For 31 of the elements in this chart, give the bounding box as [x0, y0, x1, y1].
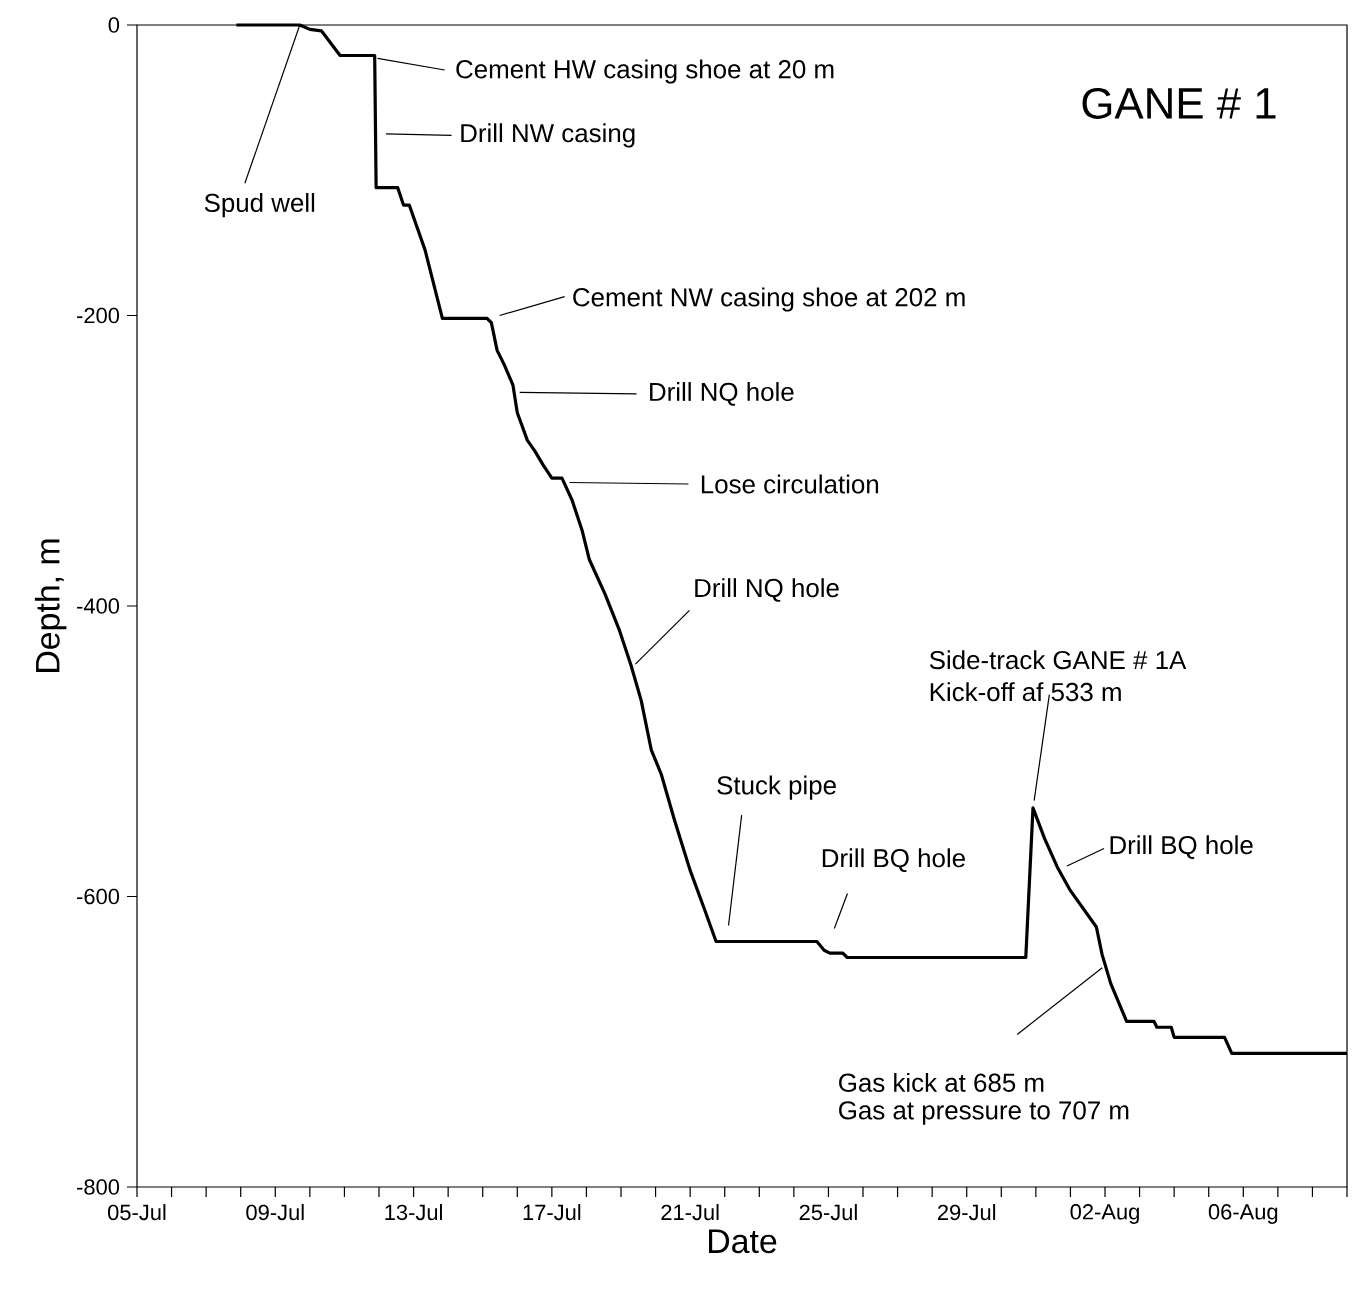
- y-tick-label: -400: [77, 598, 120, 614]
- annotation: Cement NW casing shoe at 202 m: [573, 287, 965, 312]
- y-tick-label: 0: [108, 17, 120, 33]
- annotation: Drill BQ hole: [1110, 835, 1253, 859]
- y-tick-label: -600: [77, 888, 120, 905]
- annotation: Gas at pressure to 707 m: [839, 1101, 1129, 1125]
- annotation: Drill NW casing: [461, 123, 635, 148]
- annotation: Drill NQ hole: [650, 382, 794, 406]
- text: GANE # 1: [1082, 87, 1276, 119]
- x-tick-label: 21-Jul: [661, 1204, 719, 1221]
- y-tick-label: -200: [77, 307, 120, 324]
- x-tick-label: 17-Jul: [523, 1204, 581, 1221]
- annotation: Stuck pipe: [717, 775, 836, 800]
- x-tick-label: 02-Aug: [1070, 1204, 1139, 1224]
- y-tick-label: -800: [77, 1179, 120, 1195]
- annotation: Drill BQ hole: [822, 848, 965, 873]
- x-axis-title: Date: [709, 1229, 777, 1254]
- x-tick-label: 09-Jul: [246, 1204, 304, 1221]
- x-tick-label: 13-Jul: [385, 1204, 442, 1221]
- annotation: Side-track GANE # 1A: [929, 650, 1187, 670]
- annotation: Spud well: [204, 193, 315, 218]
- annotation: Gas kick at 685 m: [839, 1072, 1044, 1092]
- x-tick-label: 29-Jul: [937, 1204, 996, 1221]
- annotation: Kick-off af 533 m: [930, 682, 1121, 702]
- annotation: Cement HW casing shoe at 20 m: [456, 59, 834, 84]
- y-axis-title: Depth, m: [34, 539, 67, 672]
- x-tick-label: 25-Jul: [799, 1204, 857, 1221]
- annotation: Drill NQ hole: [695, 578, 839, 602]
- x-tick-label: 05-Jul: [108, 1204, 166, 1221]
- x-tick-label: 06-Aug: [1208, 1204, 1278, 1224]
- annotation: Lose circulation: [701, 474, 879, 494]
